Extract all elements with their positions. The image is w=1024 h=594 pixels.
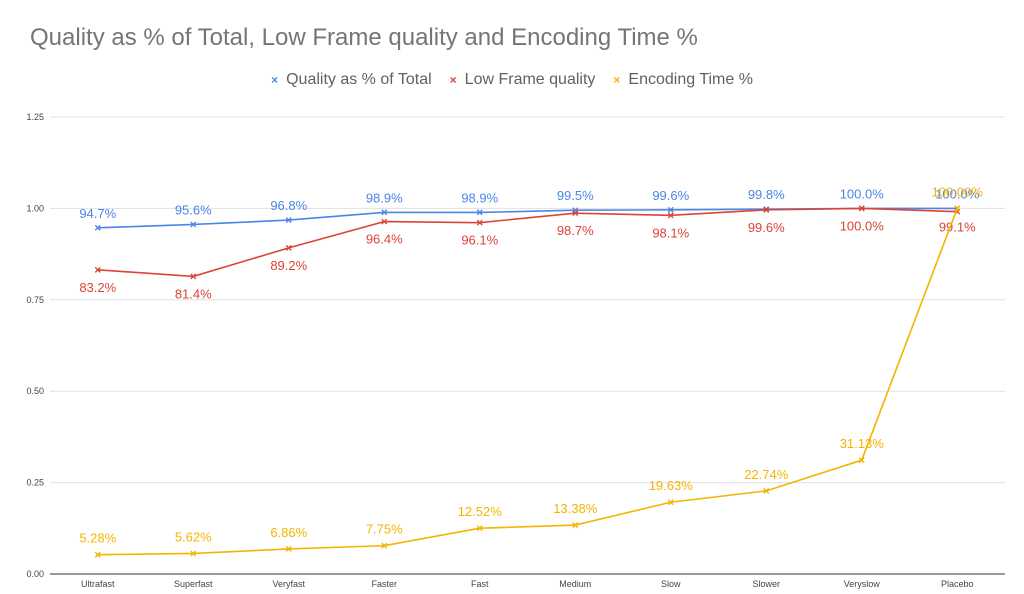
data-point (285, 217, 292, 224)
chart-title: Quality as % of Total, Low Frame quality… (30, 24, 698, 51)
data-point (190, 221, 197, 228)
data-label: 95.6% (175, 202, 212, 217)
x-tick-label: Medium (559, 579, 591, 589)
data-point (94, 266, 101, 273)
data-label: 6.86% (270, 525, 307, 540)
data-point (381, 209, 388, 216)
data-label: 99.5% (557, 188, 594, 203)
x-tick-label: Ultrafast (81, 579, 115, 589)
data-label: 99.6% (748, 220, 785, 235)
y-tick-label: 0.25 (26, 478, 44, 488)
x-tick-label: Placebo (941, 579, 974, 589)
data-label: 96.8% (270, 198, 307, 213)
data-label: 96.4% (366, 232, 403, 247)
data-point (381, 542, 388, 549)
series-line (97, 207, 958, 278)
x-tick-label: Slower (752, 579, 780, 589)
legend-label: Encoding Time % (628, 71, 753, 88)
legend-marker-icon: × (613, 73, 621, 87)
data-label: 5.28% (79, 531, 116, 546)
legend-item: × Low Frame quality (450, 71, 596, 89)
y-tick-label: 0.75 (26, 295, 44, 305)
data-label: 96.1% (461, 233, 498, 248)
data-point (94, 224, 101, 231)
legend-label: Low Frame quality (464, 71, 596, 88)
legend-marker-icon: × (449, 73, 457, 87)
data-label: 98.9% (366, 190, 403, 205)
data-point (572, 210, 579, 217)
data-point (94, 551, 101, 558)
data-label: 89.2% (270, 258, 307, 273)
legend-item: × Encoding Time % (613, 71, 753, 89)
data-point (858, 205, 865, 212)
data-point (476, 209, 483, 216)
data-label: 31.13% (840, 436, 885, 451)
data-point (572, 522, 579, 529)
data-point (763, 206, 770, 213)
x-tick-label: Veryfast (272, 579, 305, 589)
x-tick-label: Faster (371, 579, 397, 589)
data-point (285, 545, 292, 552)
data-label: 83.2% (79, 280, 116, 295)
data-label: 98.1% (652, 225, 689, 240)
data-label: 13.38% (553, 501, 598, 516)
data-label: 5.62% (175, 529, 212, 544)
legend-label: Quality as % of Total (286, 71, 432, 88)
data-label: 100.0% (840, 186, 885, 201)
y-tick-label: 1.25 (26, 112, 44, 122)
legend: × Quality as % of Total × Low Frame quality… (0, 71, 1024, 89)
series-line (97, 208, 958, 556)
data-point (190, 273, 197, 280)
data-point (667, 499, 674, 506)
x-tick-label: Superfast (174, 579, 213, 589)
data-point (476, 525, 483, 532)
data-label: 12.52% (458, 504, 503, 519)
x-tick-label: Veryslow (844, 579, 881, 589)
legend-item: × Quality as % of Total (271, 71, 432, 89)
data-label: 81.4% (175, 286, 212, 301)
data-label: 98.9% (461, 190, 498, 205)
data-label: 19.63% (649, 478, 694, 493)
data-label: 94.7% (79, 206, 116, 221)
data-label: 7.75% (366, 522, 403, 537)
data-point (476, 219, 483, 226)
data-label: 100.0% (840, 218, 885, 233)
y-tick-label: 0.00 (26, 569, 44, 579)
data-label: 22.74% (744, 467, 789, 482)
data-label: 99.1% (939, 220, 976, 235)
data-label: 99.6% (652, 188, 689, 203)
y-tick-label: 1.00 (26, 203, 44, 213)
x-tick-label: Slow (661, 579, 681, 589)
data-point (667, 212, 674, 219)
data-point (858, 457, 865, 464)
x-tick-label: Fast (471, 579, 489, 589)
data-point (667, 206, 674, 213)
data-point (190, 550, 197, 557)
data-point (763, 487, 770, 494)
data-label: 100.0% (935, 186, 980, 201)
data-label: 98.7% (557, 223, 594, 238)
legend-marker-icon: × (271, 73, 279, 87)
data-point (954, 205, 961, 212)
data-point (381, 218, 388, 225)
data-label: 99.8% (748, 187, 785, 202)
data-point (285, 244, 292, 251)
y-tick-label: 0.50 (26, 386, 44, 396)
data-label: 100.00% (932, 184, 984, 199)
